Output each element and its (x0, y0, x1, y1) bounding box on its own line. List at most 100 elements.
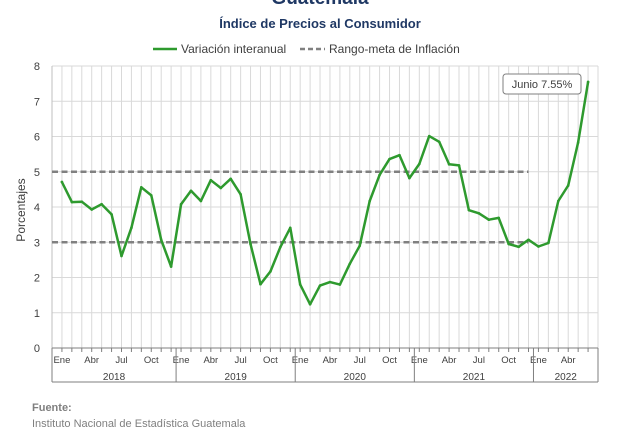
data-point (378, 173, 381, 177)
data-point (358, 244, 362, 248)
y-tick-label: 5 (34, 167, 40, 179)
data-point (517, 245, 520, 249)
data-point (209, 178, 213, 182)
x-tick-label: Abr (203, 355, 218, 366)
x-tick-label: Ene (530, 355, 547, 366)
data-point (576, 141, 580, 144)
series-line-variacion-interanual (60, 80, 590, 306)
data-point (179, 202, 183, 206)
x-tick-label: Jul (115, 355, 127, 366)
data-point (140, 185, 143, 189)
x-tick-label: Ene (411, 355, 428, 366)
data-point (318, 284, 322, 287)
y-axis-label: Porcentajes (14, 178, 28, 241)
y-tick-label: 0 (34, 343, 40, 355)
page-subtitle: Índice de Precios al Consumidor (219, 16, 421, 31)
data-point (437, 140, 441, 144)
y-axis-ticks: 0 1 2 3 4 5 6 7 8 (34, 61, 40, 355)
series-layer (60, 80, 590, 306)
x-tick-label: Abr (84, 355, 99, 366)
data-point (169, 265, 173, 268)
x-tick-label: Oct (501, 355, 516, 366)
x-tick-label: Jul (354, 355, 366, 366)
data-point (447, 163, 451, 166)
data-point (427, 134, 431, 138)
legend-target-label: Rango-meta de Inflación (329, 42, 460, 56)
data-point (279, 245, 282, 249)
annotation-frame (502, 73, 582, 95)
data-point (100, 202, 103, 206)
data-point (368, 199, 371, 203)
data-point (467, 208, 471, 212)
data-point (477, 212, 481, 215)
data-point (586, 80, 590, 84)
data-point (527, 238, 530, 242)
annotation-label: Junio 7.55% (512, 79, 573, 91)
x-tick-label: Oct (382, 355, 397, 366)
x-tick-label: Jul (473, 355, 485, 366)
y-tick-label: 1 (34, 308, 40, 320)
y-tick-label: 3 (34, 237, 40, 249)
page-title: Guatemala (0, 0, 640, 10)
year-label: 2019 (225, 372, 248, 383)
year-label: 2021 (463, 372, 486, 383)
data-point (418, 162, 421, 166)
data-point (239, 193, 242, 196)
data-point (457, 164, 461, 167)
data-point (328, 280, 332, 284)
data-point (556, 199, 560, 203)
annotation-box: Junio 7.55% (502, 73, 582, 95)
data-point (249, 242, 252, 246)
x-tick-label: Oct (144, 355, 159, 366)
data-point (110, 213, 113, 216)
data-point (159, 238, 163, 242)
data-point (219, 186, 223, 190)
legend: Variación interanual Rango-meta de Infla… (153, 42, 460, 56)
data-point (120, 254, 123, 258)
data-point (547, 241, 550, 245)
y-tick-label: 8 (34, 61, 40, 73)
data-point (308, 302, 312, 306)
year-label: 2022 (555, 372, 578, 383)
data-point (487, 218, 491, 221)
y-tick-label: 7 (34, 96, 40, 108)
data-point (398, 153, 401, 157)
data-point (288, 226, 292, 230)
data-point (408, 176, 411, 180)
x-tick-label: Abr (561, 355, 576, 366)
y-tick-label: 6 (34, 132, 40, 144)
target-range-lines (52, 170, 529, 244)
x-tick-label: Ene (173, 355, 190, 366)
data-point (60, 180, 64, 184)
data-point (90, 208, 94, 211)
x-tick-label: Abr (323, 355, 338, 366)
data-point (338, 283, 342, 286)
legend-series-label: Variación interanual (181, 42, 286, 56)
x-axis: Ene Abr Jul Oct Ene Abr Jul Oct Ene Abr Jul Oct Ene A… (51, 347, 599, 383)
data-point (269, 270, 272, 273)
data-point (70, 200, 74, 204)
y-tick-label: 2 (34, 273, 40, 285)
data-point (537, 245, 540, 248)
data-point (507, 242, 510, 246)
x-tick-label: Oct (263, 355, 278, 366)
data-point (130, 226, 133, 230)
source-text: Instituto Nacional de Estadística Guatem… (32, 418, 246, 430)
y-tick-label: 4 (34, 202, 40, 214)
data-point (199, 199, 203, 203)
data-point (566, 184, 570, 187)
year-label: 2018 (103, 372, 126, 383)
gridlines (51, 65, 599, 349)
x-tick-label: Jul (235, 355, 247, 366)
data-point (149, 194, 153, 197)
data-point (80, 200, 84, 204)
data-point (189, 189, 193, 193)
data-point (497, 216, 501, 220)
data-point (388, 157, 391, 161)
data-point (259, 282, 262, 286)
x-tick-label: Abr (442, 355, 457, 366)
data-point (348, 262, 352, 266)
data-point (229, 177, 232, 181)
x-tick-label: Ene (53, 355, 70, 366)
